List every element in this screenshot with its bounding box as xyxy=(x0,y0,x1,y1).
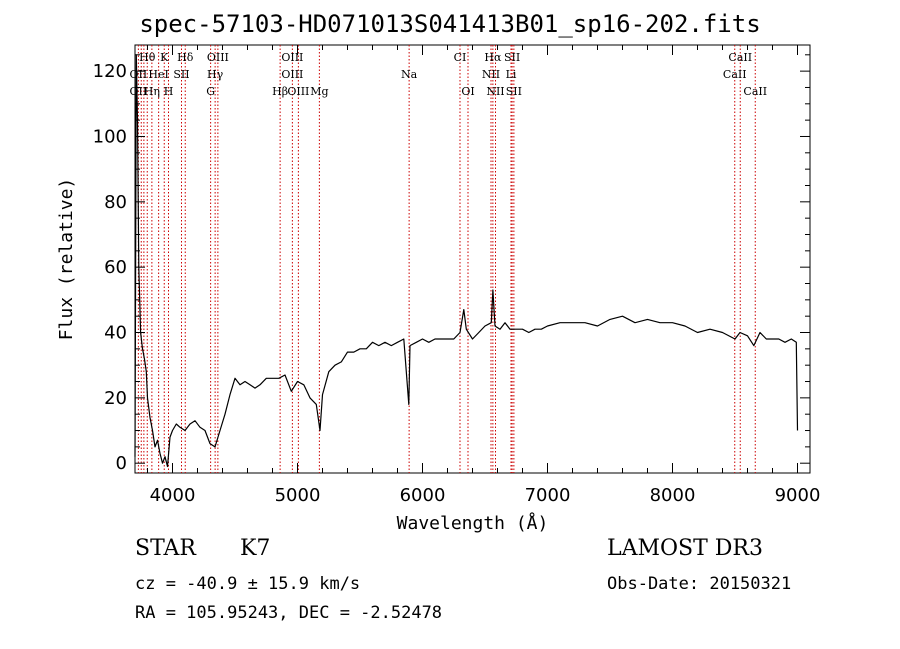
line-label: Hη xyxy=(144,85,160,98)
y-tick-label: 0 xyxy=(116,453,127,474)
redshift-cz: cz = -40.9 ± 15.9 km/s xyxy=(135,574,361,594)
plot-border xyxy=(134,44,811,474)
line-markers xyxy=(137,45,756,473)
spectrum-line xyxy=(134,54,799,468)
line-label: CaII xyxy=(723,68,747,81)
x-tick-label: 5000 xyxy=(275,485,321,506)
y-tick-label: 40 xyxy=(104,323,127,344)
line-label: OII xyxy=(130,68,148,81)
survey-name: LAMOST DR3 xyxy=(607,536,763,561)
y-tick-label: 20 xyxy=(104,388,127,409)
y-tick-label: 120 xyxy=(93,61,127,82)
line-label: SII xyxy=(506,85,522,98)
line-label: H xyxy=(164,85,174,98)
line-label: OIII xyxy=(281,68,303,81)
y-tick-label: 80 xyxy=(104,192,127,213)
line-label: Hθ xyxy=(139,51,156,64)
line-label: SII xyxy=(504,51,520,64)
chart-title: spec-57103-HD071013S041413B01_sp16-202.f… xyxy=(139,10,761,38)
object-class: STAR xyxy=(135,536,196,561)
line-label: CaII xyxy=(743,85,767,98)
series-layer xyxy=(134,54,799,468)
line-label: CI xyxy=(454,51,467,64)
line-label: NII xyxy=(482,68,500,81)
line-label: OII xyxy=(130,85,148,98)
line-label: Hβ xyxy=(272,85,288,98)
line-label: OIII xyxy=(287,85,309,98)
line-label: G xyxy=(206,85,215,98)
ra-dec: RA = 105.95243, DEC = -2.52478 xyxy=(135,603,443,623)
x-axis-label: Wavelength (Å) xyxy=(397,512,549,534)
line-label: Mg xyxy=(310,85,328,98)
axis-ticks: 4000 5000 6000 7000 8000 9000 0 20 40 60 80 100 120 xyxy=(93,45,821,506)
line-label: CaII xyxy=(728,51,752,64)
line-label: NII xyxy=(486,85,504,98)
object-subclass: K7 xyxy=(240,536,271,561)
line-label: OI xyxy=(461,85,474,98)
x-tick-label: 4000 xyxy=(150,485,196,506)
observation-date: Obs-Date: 20150321 xyxy=(607,574,792,594)
x-tick-label: 6000 xyxy=(400,485,446,506)
x-tick-label: 7000 xyxy=(525,485,571,506)
y-tick-label: 100 xyxy=(93,126,127,147)
line-label: SII xyxy=(173,68,189,81)
line-label: Li xyxy=(506,68,517,81)
line-label: Hα xyxy=(484,51,502,64)
line-label: Na xyxy=(401,68,418,81)
line-label: OIII xyxy=(281,51,303,64)
line-label: Hδ xyxy=(177,51,194,64)
y-tick-label: 60 xyxy=(104,257,127,278)
line-label: HeI xyxy=(148,68,168,81)
line-label: OIII xyxy=(207,51,229,64)
x-tick-label: 9000 xyxy=(775,485,821,506)
y-axis-label: Flux (relative) xyxy=(56,178,77,341)
x-tick-label: 8000 xyxy=(650,485,696,506)
plot-frame xyxy=(134,44,811,474)
line-label: Hγ xyxy=(207,68,224,81)
line-label: K xyxy=(160,51,169,64)
